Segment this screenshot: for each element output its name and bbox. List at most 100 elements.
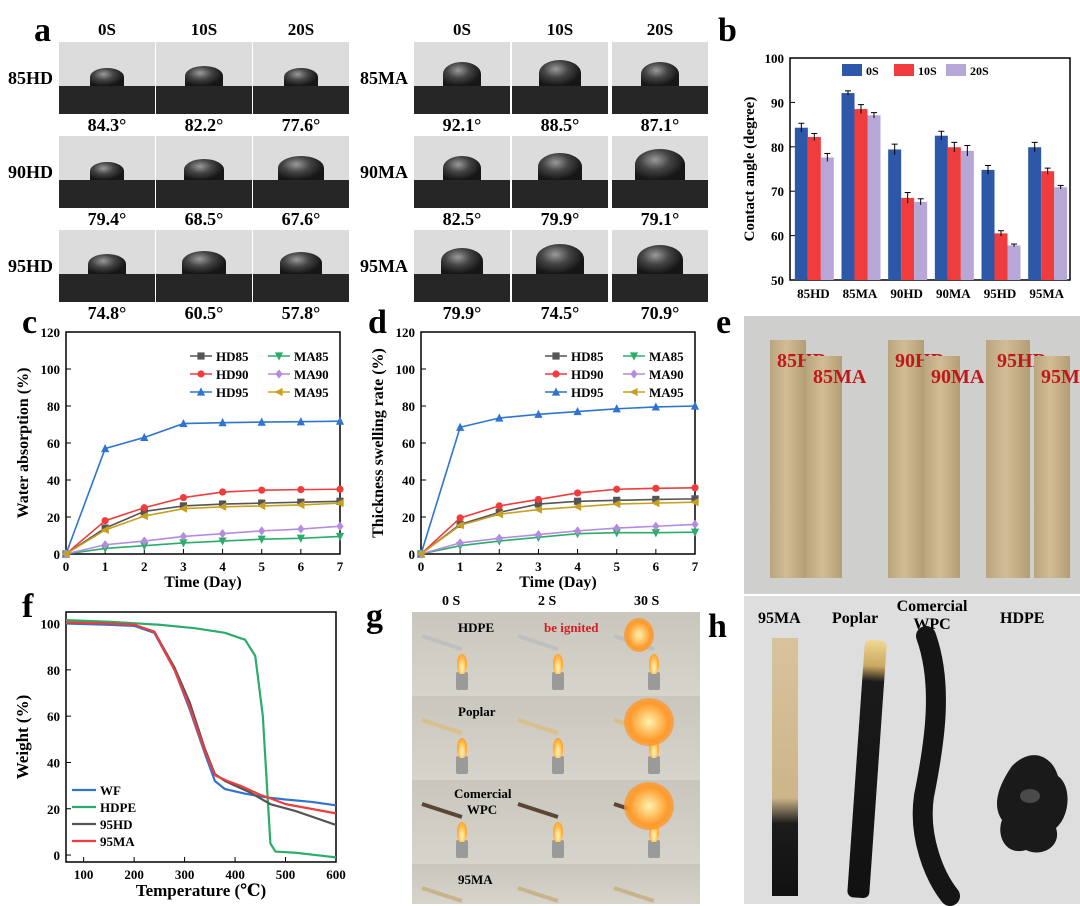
data-point [257, 501, 266, 510]
legend-label: MA90 [649, 367, 684, 382]
data-point [573, 526, 582, 536]
data-point [630, 369, 638, 379]
legend-label: HDPE [100, 800, 136, 815]
legend-swatch [894, 64, 914, 76]
board-sample: 95HD [986, 340, 1047, 578]
tick-label: 80 [47, 663, 60, 678]
bar [994, 233, 1008, 280]
flame-time-header: 30 S [634, 594, 660, 609]
data-point [179, 493, 188, 502]
droplet-image [156, 230, 252, 302]
contact-angle-value: 79.1° [640, 209, 680, 229]
data-point [534, 495, 543, 504]
data-point [533, 505, 543, 514]
legend-swatch [946, 64, 966, 76]
flame-test-cell [508, 864, 604, 904]
legend-label: 10S [918, 64, 937, 78]
tick-label: 500 [276, 867, 296, 882]
data-point [690, 401, 700, 410]
data-point [416, 549, 425, 559]
board-sample-label: 85MA [813, 366, 867, 388]
board-sample: 90HD [888, 340, 945, 578]
data-point [218, 418, 227, 427]
bar [867, 115, 881, 280]
flame-test-cell [412, 696, 508, 780]
contact-angle-value: 88.5° [540, 115, 580, 135]
droplet-image [59, 42, 155, 114]
data-point [651, 499, 660, 508]
tick-label: 4 [219, 559, 226, 574]
series-line [65, 622, 337, 807]
series-line [65, 525, 341, 555]
bar [947, 147, 961, 280]
contact-angle-value: 74.5° [540, 303, 580, 323]
flame-sample-label: Comercial WPC [454, 786, 512, 817]
panel-label-a: a [34, 12, 51, 49]
data-point [257, 535, 266, 544]
bar [854, 109, 868, 280]
board-sample-label: 90HD [895, 350, 945, 372]
data-point [652, 521, 660, 531]
tick-label: 60 [47, 436, 60, 451]
data-point [101, 443, 110, 453]
data-point [690, 528, 700, 537]
series-line [420, 486, 696, 555]
bar [888, 149, 902, 280]
bar [1054, 187, 1068, 280]
bar [901, 197, 915, 280]
contact-angle-value: 60.5° [184, 303, 224, 323]
board-sample: 85HD [770, 340, 827, 578]
tick-label: 60 [402, 436, 415, 451]
droplet-image [612, 230, 708, 302]
data-point [629, 387, 638, 397]
data-point [652, 495, 660, 504]
tick-label: 90MA [936, 286, 971, 301]
plot-frame [65, 611, 337, 863]
bar [807, 137, 821, 280]
tick-label: 80 [771, 140, 784, 155]
panel-label-h: h [708, 608, 727, 645]
ignited-note: be ignited [544, 620, 599, 635]
series-line [65, 621, 337, 815]
y-axis-label: Contact angle (degree) [742, 97, 758, 242]
legend-label: 95MA [100, 834, 135, 849]
data-point [613, 485, 621, 493]
x-axis-label: Temperature (℃) [136, 881, 266, 900]
bar [960, 150, 974, 280]
data-point [651, 529, 660, 538]
tick-label: 80 [402, 399, 415, 414]
flame-test-cell [412, 780, 508, 864]
tick-label: 100 [41, 617, 61, 632]
data-point [613, 496, 621, 504]
tick-label: 20 [402, 510, 415, 525]
data-point [552, 352, 560, 360]
data-point [297, 498, 305, 506]
series-line [65, 500, 341, 555]
tick-label: 40 [402, 473, 415, 488]
bar [841, 93, 855, 280]
data-point [552, 370, 560, 378]
data-point [691, 495, 699, 503]
data-point [651, 402, 660, 411]
droplet-image [59, 136, 155, 208]
plot-frame [789, 57, 1071, 281]
data-point [336, 521, 344, 531]
board-sample-label: 95HD [997, 350, 1047, 372]
data-point [196, 387, 206, 396]
tick-label: 60 [47, 709, 60, 724]
flame-sample-label: 95MA [458, 872, 493, 887]
legend-swatch [842, 64, 862, 76]
data-point [455, 521, 464, 530]
legend-label: 0S [866, 64, 879, 78]
droplet-image [414, 42, 510, 114]
panel-label-f: f [22, 588, 34, 625]
contact-angle-value: 57.8° [281, 303, 321, 323]
tick-label: 95HD [984, 286, 1017, 301]
legend-label: 95HD [100, 817, 133, 832]
y-axis-label: Thickness swelling rate (%) [370, 348, 387, 538]
tick-label: 6 [653, 559, 660, 574]
contact-angle-value: 74.8° [87, 303, 127, 323]
series-line [65, 535, 341, 555]
series-line [65, 502, 341, 555]
h-label-poplar: Poplar [832, 610, 879, 627]
